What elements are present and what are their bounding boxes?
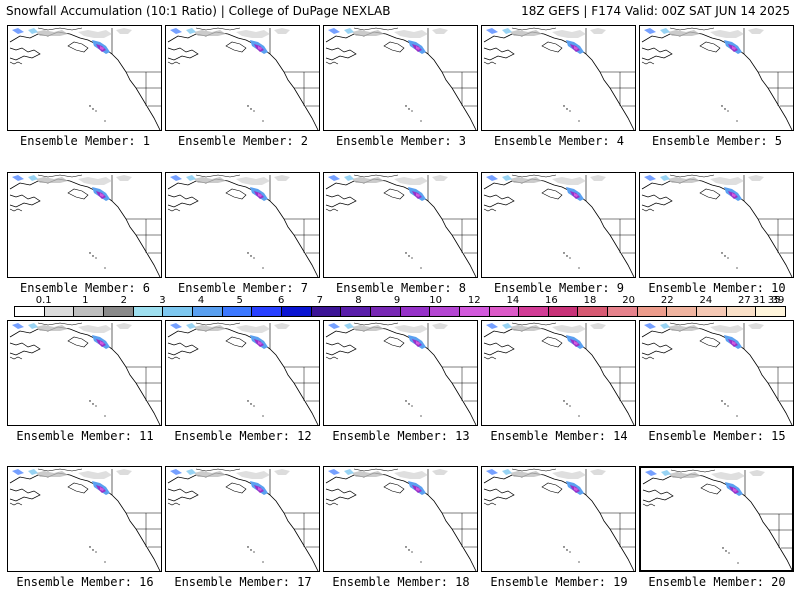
ensemble-member-map[interactable] (165, 172, 320, 278)
run-info: 18Z GEFS | F174 Valid: 00Z SAT JUN 14 20… (521, 4, 790, 18)
ensemble-member-map[interactable] (7, 466, 162, 572)
ensemble-member-label: Ensemble Member: 7 (177, 281, 309, 295)
colorbar-segment (192, 307, 223, 316)
colorbar-label: 8 (355, 295, 362, 306)
colorbar (14, 306, 786, 317)
ensemble-member-label: Ensemble Member: 15 (648, 429, 786, 443)
colorbar-segment (44, 307, 75, 316)
ensemble-member-label: Ensemble Member: 5 (651, 134, 783, 148)
ensemble-member-map[interactable] (323, 466, 478, 572)
colorbar-label: 4 (197, 295, 205, 306)
colorbar-label: 5 (236, 295, 243, 306)
colorbar-segment (103, 307, 134, 316)
ensemble-member-label: Ensemble Member: 18 (332, 575, 470, 589)
colorbar-segment (311, 307, 342, 316)
ensemble-member-map[interactable] (323, 25, 478, 131)
ensemble-member-label: Ensemble Member: 3 (335, 134, 467, 148)
colorbar-label: 18 (583, 295, 597, 306)
colorbar-label: 0.1 (35, 295, 52, 306)
ensemble-member-map[interactable] (481, 320, 636, 426)
colorbar-segment (756, 307, 786, 316)
colorbar-segment (430, 307, 460, 316)
ensemble-member-map[interactable] (639, 320, 794, 426)
colorbar-segment (163, 307, 193, 316)
colorbar-segment (15, 307, 45, 316)
ensemble-member-label: Ensemble Member: 6 (19, 281, 151, 295)
colorbar-segment (667, 307, 698, 316)
colorbar-label: 9 (393, 295, 401, 306)
ensemble-member-map[interactable] (323, 320, 478, 426)
ensemble-member-map[interactable] (639, 466, 794, 572)
ensemble-member-label: Ensemble Member: 8 (335, 281, 467, 295)
colorbar-segment (252, 307, 282, 316)
colorbar-label: 24 (699, 295, 713, 306)
colorbar-segment (370, 307, 401, 316)
ensemble-member-label: Ensemble Member: 19 (490, 575, 628, 589)
ensemble-member-map[interactable] (7, 172, 162, 278)
colorbar-label: 14 (506, 295, 520, 306)
ensemble-member-map[interactable] (7, 320, 162, 426)
ensemble-member-map[interactable] (639, 25, 794, 131)
colorbar-segment (281, 307, 312, 316)
colorbar-segment (459, 307, 490, 316)
colorbar-segment (578, 307, 609, 316)
ensemble-member-map[interactable] (7, 25, 162, 131)
ensemble-member-label: Ensemble Member: 9 (493, 281, 625, 295)
ensemble-member-map[interactable] (323, 172, 478, 278)
ensemble-member-map[interactable] (481, 466, 636, 572)
colorbar-segment (341, 307, 371, 316)
colorbar-segment (548, 307, 579, 316)
ensemble-member-label: Ensemble Member: 14 (490, 429, 628, 443)
colorbar-label: 2 (120, 295, 128, 306)
colorbar-segment (608, 307, 638, 316)
colorbar-segment (400, 307, 431, 316)
colorbar-label: 39 (771, 295, 785, 306)
colorbar-segment (637, 307, 668, 316)
ensemble-member-map[interactable] (165, 466, 320, 572)
colorbar-label: 3 (159, 295, 166, 306)
colorbar-label: 31 (752, 295, 766, 306)
colorbar-segment (133, 307, 164, 316)
colorbar-label: 20 (622, 295, 635, 306)
colorbar-label: 12 (467, 295, 481, 306)
ensemble-member-label: Ensemble Member: 17 (174, 575, 312, 589)
ensemble-member-label: Ensemble Member: 11 (16, 429, 154, 443)
ensemble-member-label: Ensemble Member: 16 (16, 575, 154, 589)
colorbar-segment (222, 307, 253, 316)
colorbar-label: 6 (278, 295, 285, 306)
colorbar-label: 1 (82, 295, 89, 306)
colorbar-label: 22 (660, 295, 674, 306)
page-title: Snowfall Accumulation (10:1 Ratio) | Col… (6, 4, 391, 18)
header: Snowfall Accumulation (10:1 Ratio) | Col… (0, 0, 800, 20)
ensemble-member-label: Ensemble Member: 10 (648, 281, 786, 295)
ensemble-member-label: Ensemble Member: 13 (332, 429, 470, 443)
colorbar-labels: 0.1 1 2 3 4 5 6 7 8 9 10 12 14 16 18 20 22 24 27 31 35 39 (14, 296, 786, 306)
colorbar-segment (519, 307, 549, 316)
ensemble-member-map[interactable] (639, 172, 794, 278)
colorbar-label: 16 (545, 295, 558, 306)
ensemble-member-map[interactable] (481, 25, 636, 131)
colorbar-label: 35 (767, 295, 781, 306)
colorbar-segment (489, 307, 520, 316)
ensemble-member-map[interactable] (481, 172, 636, 278)
ensemble-member-label: Ensemble Member: 12 (174, 429, 312, 443)
colorbar-segment (726, 307, 757, 316)
ensemble-member-label: Ensemble Member: 2 (177, 134, 309, 148)
ensemble-member-label: Ensemble Member: 1 (19, 134, 151, 148)
colorbar-label: 10 (429, 295, 442, 306)
ensemble-member-label: Ensemble Member: 4 (493, 134, 625, 148)
ensemble-member-map[interactable] (165, 25, 320, 131)
colorbar-label: 7 (316, 295, 324, 306)
colorbar-segment (74, 307, 104, 316)
ensemble-member-label: Ensemble Member: 20 (648, 575, 786, 589)
colorbar-segment (697, 307, 727, 316)
ensemble-member-map[interactable] (165, 320, 320, 426)
colorbar-label: 27 (738, 295, 751, 306)
